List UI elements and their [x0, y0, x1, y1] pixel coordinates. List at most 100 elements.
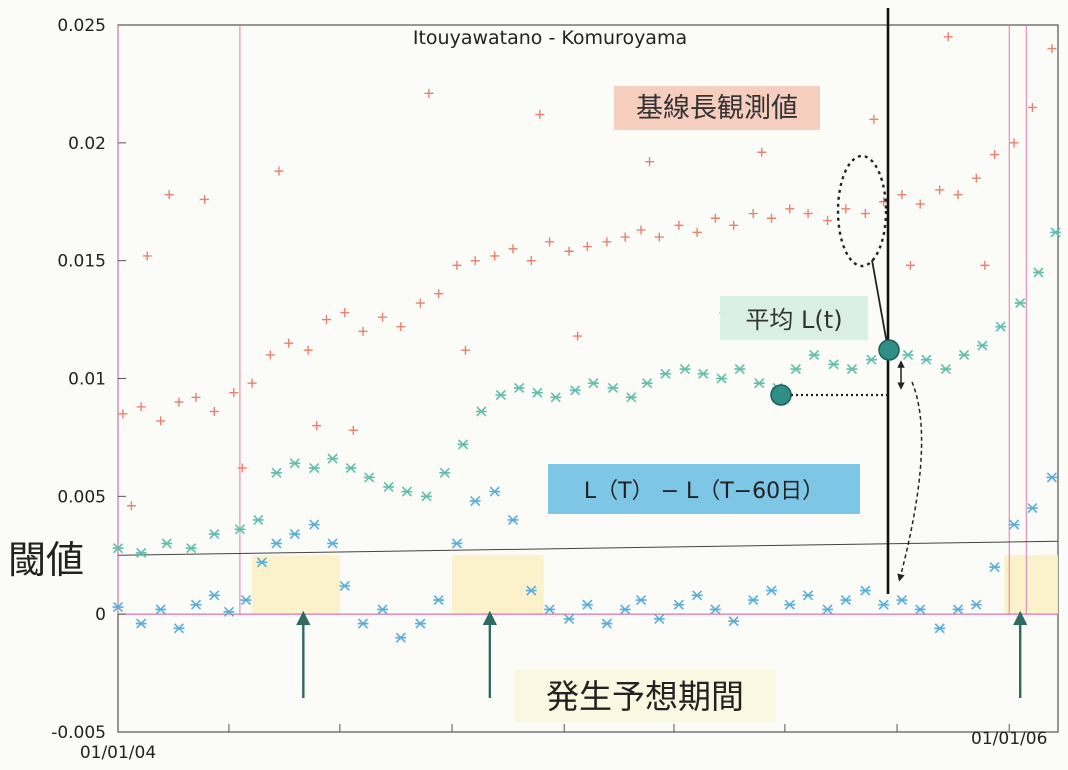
data-point — [859, 585, 871, 596]
chart-title: Itouyawatano - Komuroyama — [413, 27, 687, 49]
legend-observed: 基線長観測値 — [614, 86, 820, 130]
data-point — [383, 481, 395, 492]
data-point — [828, 359, 840, 370]
data-point — [156, 416, 166, 426]
data-point — [1009, 138, 1019, 148]
data-point — [588, 378, 599, 389]
data-point — [508, 244, 518, 254]
data-point — [414, 618, 426, 629]
data-point — [321, 315, 331, 325]
data-point — [396, 322, 406, 332]
data-point — [619, 604, 631, 615]
highlight-ellipse — [836, 154, 888, 268]
data-point — [271, 467, 282, 478]
data-point — [729, 220, 739, 230]
data-point — [822, 604, 833, 615]
data-point — [953, 190, 963, 200]
data-point — [757, 147, 767, 157]
data-point — [601, 618, 613, 629]
data-point — [439, 467, 451, 478]
data-point — [490, 251, 500, 261]
data-point — [174, 397, 184, 407]
series-layer — [112, 32, 1061, 643]
data-point — [289, 458, 301, 469]
data-point — [934, 623, 946, 634]
data-point — [1050, 227, 1061, 238]
data-point — [766, 213, 776, 223]
plot-frame — [117, 24, 1059, 733]
data-point — [118, 409, 128, 419]
data-point — [860, 209, 870, 219]
data-point — [943, 32, 953, 42]
data-point — [126, 501, 136, 511]
data-point — [173, 623, 185, 634]
data-point — [532, 387, 543, 398]
data-point — [636, 225, 646, 235]
data-point — [135, 618, 147, 629]
data-point — [970, 599, 982, 610]
data-point — [327, 538, 338, 549]
data-point — [395, 632, 407, 643]
data-point — [513, 382, 525, 393]
data-point — [363, 472, 375, 483]
data-point — [920, 354, 932, 365]
data-point — [155, 604, 167, 615]
data-point — [434, 289, 444, 299]
prediction-period-bands — [252, 555, 1058, 615]
data-point — [475, 406, 487, 417]
data-point — [1046, 472, 1058, 483]
legend-difference-box — [548, 464, 860, 514]
data-point — [673, 599, 685, 610]
legend-observed-label: 基線長観測値 — [636, 93, 798, 124]
period-band — [452, 555, 544, 615]
data-point — [897, 190, 907, 200]
data-point — [191, 392, 201, 402]
data-point — [802, 590, 814, 601]
data-point — [971, 173, 981, 183]
data-point — [340, 308, 350, 318]
x-tick-label: 01/01/04 — [80, 743, 156, 763]
data-point — [247, 378, 257, 388]
data-point — [451, 538, 463, 549]
data-point — [240, 594, 252, 606]
period-arrows — [296, 610, 1028, 698]
y-tick-label: 0.015 — [57, 252, 106, 272]
data-point — [237, 463, 247, 473]
data-point — [289, 528, 301, 540]
y-axis: 0.025 0.02 0.015 0.01 0.005 0 -0.005 — [51, 16, 126, 743]
legend-average: 平均 L(t) — [720, 296, 868, 340]
transfer-dashed-arrow — [897, 381, 923, 582]
data-point — [433, 594, 445, 606]
data-point — [785, 204, 795, 214]
data-point — [995, 321, 1007, 332]
data-point — [878, 599, 890, 610]
past-average-dot — [770, 384, 792, 406]
data-point — [710, 604, 721, 615]
series-0 — [118, 32, 1057, 511]
data-point — [265, 350, 275, 360]
data-point — [808, 349, 820, 360]
data-point — [935, 185, 945, 195]
current-average-dot — [878, 339, 900, 361]
data-point — [252, 514, 264, 525]
data-point — [641, 378, 653, 389]
x-axis: 01/01/04 01/01/06 — [80, 724, 1047, 763]
y-tick-label: 0.01 — [68, 370, 106, 390]
data-point — [674, 220, 684, 230]
data-point — [990, 150, 1000, 160]
y-tick-label: 0 — [95, 605, 106, 625]
data-point — [625, 392, 637, 403]
legend-difference: L（T） − L（T−60日） — [548, 464, 860, 514]
data-point — [223, 606, 235, 617]
data-point — [747, 594, 759, 606]
data-point — [728, 616, 740, 627]
data-point — [415, 298, 425, 308]
threshold-label: 閾値 — [8, 538, 84, 582]
data-point — [563, 613, 575, 624]
data-point — [635, 594, 647, 606]
data-point — [734, 364, 746, 375]
threshold-line-segment — [117, 540, 1059, 556]
data-point — [452, 260, 462, 270]
data-point — [208, 528, 220, 540]
data-point — [185, 543, 197, 554]
